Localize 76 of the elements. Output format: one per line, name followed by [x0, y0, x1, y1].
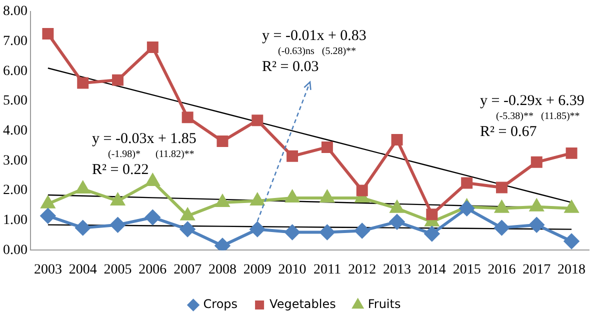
y-tick-label: 0.00 [3, 242, 28, 258]
y-tick-label: 5.00 [3, 94, 28, 109]
point [390, 200, 404, 213]
point [180, 222, 196, 237]
point [529, 217, 544, 232]
legend-label: Fruits [368, 297, 401, 312]
x-tick-label: 2008 [208, 262, 236, 278]
x-tick-label: 2005 [104, 262, 132, 278]
point [530, 156, 542, 168]
point [180, 208, 194, 220]
point [76, 182, 90, 194]
x-tick-label: 2014 [418, 262, 446, 278]
point [494, 220, 510, 236]
point [111, 193, 124, 206]
annotation: y = -0.01x + 0.83 (-0.63)ns (5.28)** R² = 0.03 [262, 28, 366, 76]
x-tick-label: 2011 [313, 262, 341, 278]
y-tick-label: 1.00 [3, 213, 28, 228]
x-tick-label: 2018 [558, 262, 586, 278]
point [250, 193, 264, 206]
annotation: y = -0.03x + 1.85 (-1.98)* (11.82)** R² = 0.22 [92, 131, 196, 179]
x-tick-label: 2004 [68, 262, 97, 278]
y-tick-label: 4.00 [3, 123, 28, 138]
point [216, 136, 228, 147]
point [356, 184, 368, 196]
y-tick-label: 3.00 [3, 153, 28, 168]
x-tick-label: 2013 [383, 262, 412, 278]
annotation: y = -0.29x + 6.39 (-5.38)** (11.85)** R² = 0.67 [480, 93, 584, 141]
point [75, 220, 90, 236]
point [250, 222, 265, 237]
point [564, 234, 580, 249]
point [459, 200, 474, 216]
point [286, 150, 298, 162]
point [495, 200, 508, 213]
point [320, 224, 335, 240]
point [321, 141, 333, 153]
point [110, 217, 126, 232]
x-tick-label: 2017 [522, 262, 551, 278]
x-tick-label: 2006 [138, 262, 167, 278]
point [145, 210, 160, 225]
y-tick-label: 6.00 [3, 64, 28, 79]
point [391, 134, 403, 146]
x-tick-label: 2009 [243, 262, 272, 278]
point [566, 147, 578, 159]
point [354, 223, 370, 238]
point [426, 208, 438, 220]
point [214, 238, 230, 250]
point [42, 28, 54, 40]
x-tick-label: 2003 [34, 262, 62, 278]
y-tick-label: 7.00 [3, 34, 28, 49]
point [424, 226, 440, 242]
point [390, 214, 405, 230]
legend-label: Vegetables [270, 297, 336, 312]
point [284, 224, 300, 240]
point [182, 112, 194, 124]
x-tick-label: 2012 [348, 262, 376, 278]
point [320, 190, 334, 202]
point [530, 199, 544, 212]
point [40, 208, 56, 224]
point [112, 74, 124, 86]
point [286, 190, 299, 202]
y-tick-label: 8.00 [3, 4, 28, 20]
y-tick-label: 2.00 [3, 183, 28, 198]
x-tick-label: 2007 [174, 262, 202, 278]
point [564, 200, 578, 213]
point [496, 182, 508, 194]
x-tick-label: 2010 [278, 262, 306, 278]
point [252, 114, 264, 126]
point [146, 174, 160, 186]
point [41, 196, 55, 208]
legend-label: Crops [203, 297, 238, 312]
point [216, 194, 230, 207]
point [146, 41, 158, 53]
x-tick-label: 2016 [488, 262, 516, 278]
point [77, 77, 89, 89]
x-tick-label: 2015 [452, 262, 481, 278]
point [461, 177, 473, 189]
